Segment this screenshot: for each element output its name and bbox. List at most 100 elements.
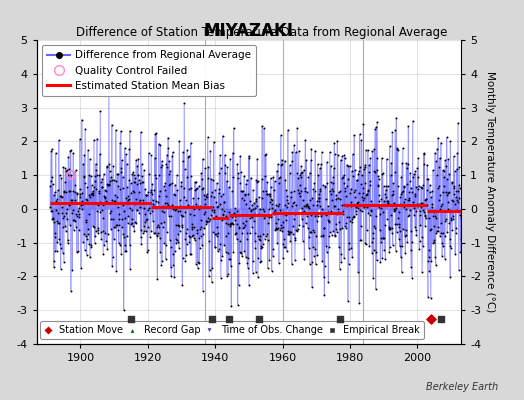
Point [94, 230, 102, 236]
Point [47, 208, 56, 214]
Point [387, 172, 395, 178]
Point [388, 230, 396, 236]
Point [75, 227, 83, 233]
Point [403, 181, 411, 188]
Point [453, 207, 461, 213]
Point [283, 127, 292, 133]
Point [282, 197, 291, 203]
Point [188, 226, 196, 232]
Point [269, 253, 277, 259]
Point [447, 215, 455, 221]
Point [335, 266, 344, 272]
Point [69, 217, 78, 224]
Point [185, 210, 194, 217]
Point [184, 201, 192, 208]
Point [436, 230, 445, 237]
Point [427, 257, 435, 264]
Point [168, 202, 177, 208]
Point [62, 228, 70, 234]
Point [114, 170, 123, 177]
Point [438, 220, 446, 226]
Point [66, 201, 74, 207]
Point [418, 200, 426, 206]
Point [244, 264, 252, 271]
Point [356, 206, 364, 213]
Point [433, 228, 441, 234]
Point [362, 227, 370, 234]
Point [228, 174, 237, 180]
Point [428, 208, 436, 214]
Point [266, 175, 275, 182]
Point [107, 197, 116, 203]
Point [260, 215, 268, 222]
Point [369, 246, 378, 253]
Point [286, 238, 294, 244]
Point [325, 244, 333, 250]
Point [314, 172, 322, 178]
Point [397, 269, 406, 275]
Point [366, 212, 374, 218]
Point [303, 189, 311, 196]
Point [143, 216, 151, 222]
Point [268, 197, 276, 204]
Point [118, 224, 126, 230]
Point [364, 187, 372, 194]
Point [286, 170, 294, 176]
Point [356, 164, 364, 171]
Point [83, 184, 92, 190]
Point [368, 148, 377, 154]
Point [108, 254, 117, 260]
Point [206, 147, 215, 154]
Point [50, 258, 58, 264]
Point [260, 173, 269, 179]
Point [429, 213, 438, 219]
Point [115, 222, 124, 228]
Point [402, 165, 411, 171]
Point [285, 231, 293, 238]
Point [177, 222, 185, 228]
Point [225, 255, 234, 262]
Point [418, 268, 427, 275]
Point [161, 256, 170, 262]
Point [181, 236, 189, 243]
Point [216, 241, 224, 248]
Point [442, 188, 451, 195]
Point [446, 274, 454, 280]
Point [442, 192, 451, 198]
Point [258, 123, 266, 129]
Point [426, 182, 434, 188]
Point [127, 316, 135, 322]
Point [276, 174, 284, 180]
Point [83, 236, 91, 242]
Point [410, 193, 419, 199]
Point [221, 170, 229, 176]
Point [374, 173, 383, 179]
Point [59, 215, 67, 222]
Point [114, 204, 122, 210]
Point [411, 224, 419, 231]
Point [121, 248, 129, 254]
Point [264, 236, 272, 243]
Point [357, 208, 366, 214]
Point [415, 246, 423, 252]
Point [200, 192, 208, 198]
Point [312, 211, 321, 218]
Point [51, 247, 60, 254]
Point [409, 202, 417, 208]
Point [330, 165, 338, 172]
Point [286, 229, 294, 236]
Point [152, 130, 160, 136]
Point [266, 199, 274, 205]
Point [375, 198, 384, 204]
Point [73, 249, 81, 256]
Point [336, 156, 345, 163]
Point [326, 162, 335, 169]
Point [214, 202, 223, 209]
Point [456, 214, 465, 221]
Point [91, 232, 99, 239]
Point [213, 232, 221, 239]
Point [130, 228, 138, 234]
Point [61, 222, 69, 229]
Point [292, 227, 300, 234]
Point [450, 182, 458, 189]
